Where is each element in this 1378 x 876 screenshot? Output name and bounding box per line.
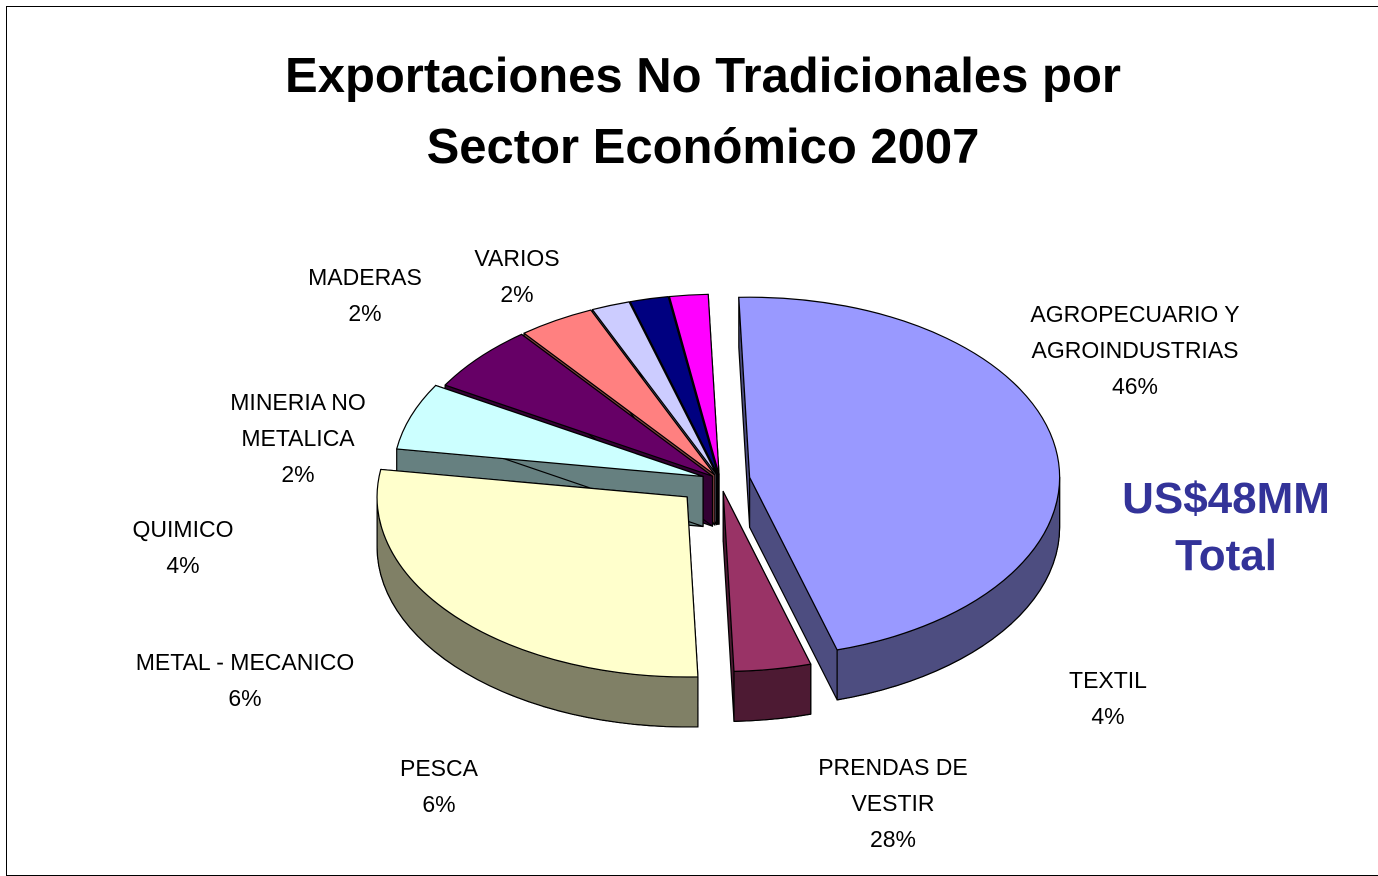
slice-labels: AGROPECUARIO Y AGROINDUSTRIAS 46% TEXTIL 4% P…	[133, 245, 1240, 852]
slice-label-quimico-line-1: QUIMICO	[133, 516, 234, 542]
slice-percent-maderas: 2%	[348, 300, 381, 326]
slice-label-agro-line-2: AGROINDUSTRIAS	[1031, 337, 1238, 363]
slice-prendas	[376, 468, 699, 728]
slice-percent-prendas: 28%	[870, 826, 916, 852]
slice-label-textil-line-1: TEXTIL	[1069, 667, 1147, 693]
slice-maderas-top	[668, 293, 720, 475]
slice-label-agro-line-1: AGROPECUARIO Y	[1030, 301, 1239, 327]
slice-label-varios-line-1: VARIOS	[474, 245, 559, 271]
slice-label-mineria-line-1: MINERIA NO	[230, 389, 365, 415]
slice-prendas-top	[376, 468, 699, 678]
slice-mineria-top	[591, 301, 718, 476]
slice-percent-varios: 2%	[500, 281, 533, 307]
chart-title-line-2: Sector Económico 2007	[427, 120, 980, 174]
slice-quimico-top	[523, 309, 716, 476]
slice-textil-top	[722, 490, 812, 672]
total-value: US$48MM	[1122, 474, 1330, 523]
pie-slices	[376, 293, 1061, 728]
slice-label-mineria-line-2: METALICA	[241, 425, 355, 451]
slice-label-metal-line-1: METAL - MECANICO	[136, 649, 355, 675]
slice-percent-pesca: 6%	[422, 791, 455, 817]
slice-percent-metal: 6%	[228, 685, 261, 711]
total-caption: Total	[1175, 531, 1277, 580]
slice-percent-quimico: 4%	[166, 552, 199, 578]
slice-agro	[738, 296, 1061, 701]
slice-pesca	[396, 384, 704, 528]
slice-agro-top	[738, 296, 1061, 651]
chart-title-line-1: Exportaciones No Tradicionales por	[285, 49, 1121, 103]
slice-textil	[722, 490, 812, 722]
slice-label-prendas-line-2: VESTIR	[851, 790, 934, 816]
slice-textil-side	[733, 663, 812, 722]
slice-percent-agro: 46%	[1112, 373, 1158, 399]
slice-label-pesca-line-1: PESCA	[400, 755, 479, 781]
slice-pesca-top	[396, 384, 704, 478]
slice-label-prendas-line-1: PRENDAS DE	[818, 754, 968, 780]
slice-metal-top	[444, 333, 714, 477]
slice-percent-textil: 4%	[1091, 703, 1124, 729]
slice-varios-top	[629, 296, 719, 475]
slice-label-maderas-line-1: MADERAS	[308, 264, 422, 290]
slice-percent-mineria: 2%	[281, 461, 314, 487]
